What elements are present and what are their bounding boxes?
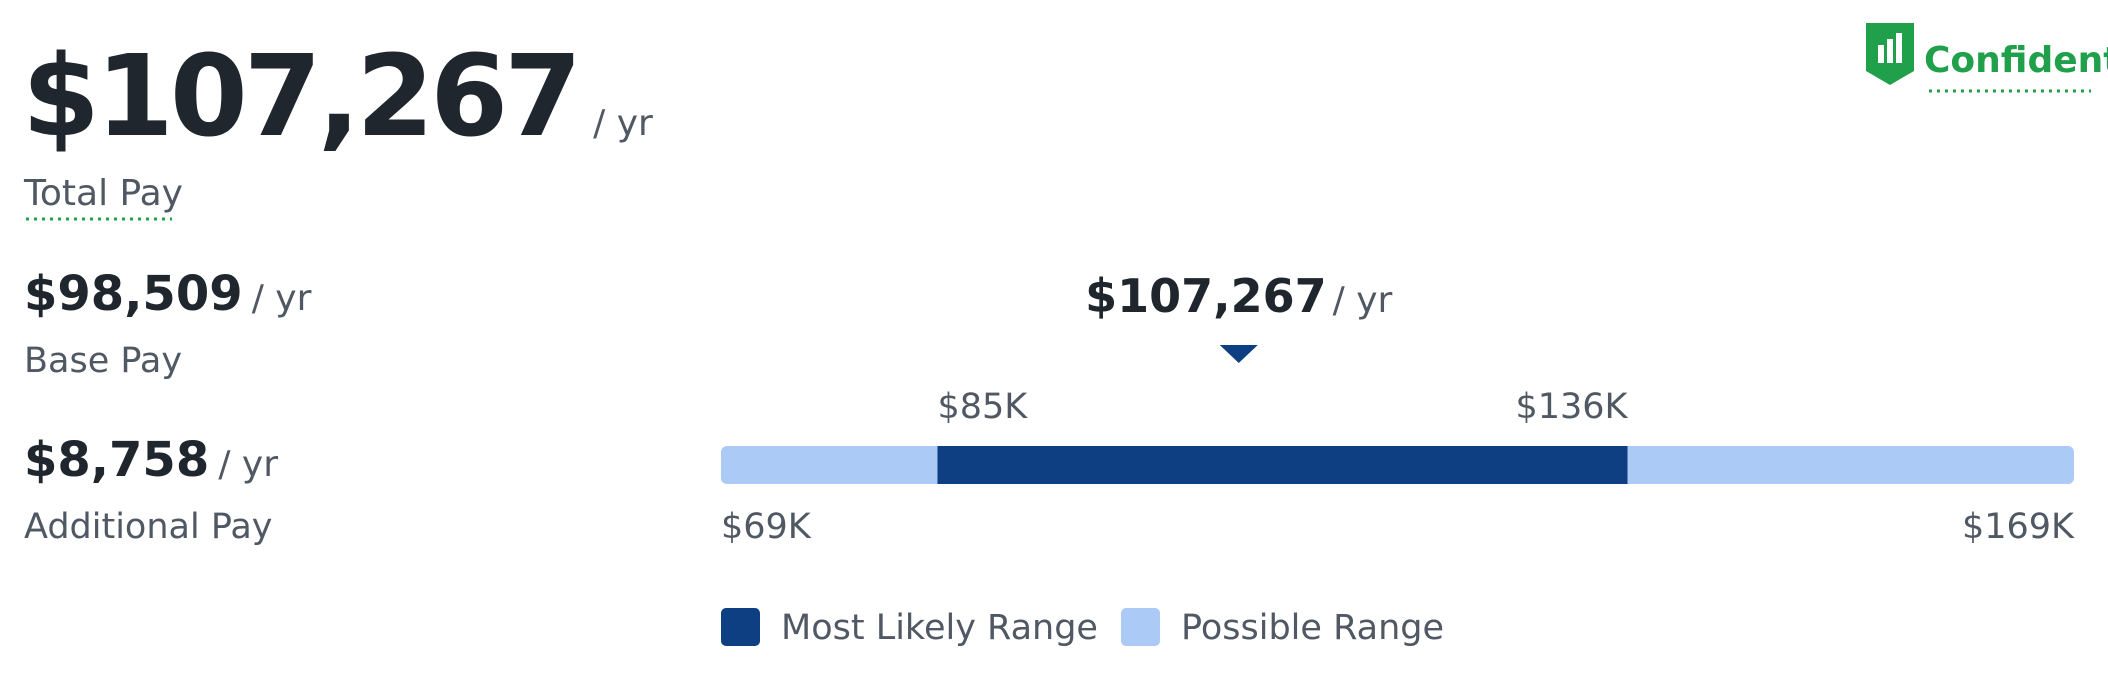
additional-unit: / yr xyxy=(218,444,278,485)
min-label: $69K xyxy=(721,507,812,547)
icon-bar xyxy=(1887,39,1893,63)
legend-swatch xyxy=(1121,608,1160,646)
icon-bar xyxy=(1896,33,1902,63)
legend-swatch xyxy=(721,608,760,646)
confidence-label[interactable]: Confident xyxy=(1924,40,2108,81)
total-amount: $107,267 xyxy=(22,32,578,162)
total-pay: $107,267 / yr xyxy=(22,32,653,162)
legend-label: Possible Range xyxy=(1181,608,1444,648)
base-amount: $98,509 xyxy=(24,266,243,322)
likely-low-label: $85K xyxy=(937,387,1028,427)
total-label: Total Pay xyxy=(23,173,183,214)
median-amount: $107,267 xyxy=(1085,269,1327,323)
additional-label: Additional Pay xyxy=(24,507,273,547)
base-unit: / yr xyxy=(252,278,312,319)
base-pay: $98,509 / yr xyxy=(24,266,312,322)
median-unit: / yr xyxy=(1333,280,1393,321)
additional-pay: $8,758 / yr xyxy=(24,432,278,488)
base-label: Base Pay xyxy=(24,341,182,381)
max-label: $169K xyxy=(1962,507,2075,547)
median-marker xyxy=(1219,345,1258,363)
pay-range: $107,267/ yr $85K $136K $69K $169K Most Likel… xyxy=(721,269,2075,648)
legend-label: Most Likely Range xyxy=(781,608,1098,648)
likely-high-label: $136K xyxy=(1515,387,1628,427)
icon-bar xyxy=(1878,45,1884,63)
likely-range-bar xyxy=(937,446,1628,484)
median-label: $107,267/ yr xyxy=(1085,269,1392,323)
total-unit: / yr xyxy=(593,103,653,144)
additional-amount: $8,758 xyxy=(24,432,209,488)
